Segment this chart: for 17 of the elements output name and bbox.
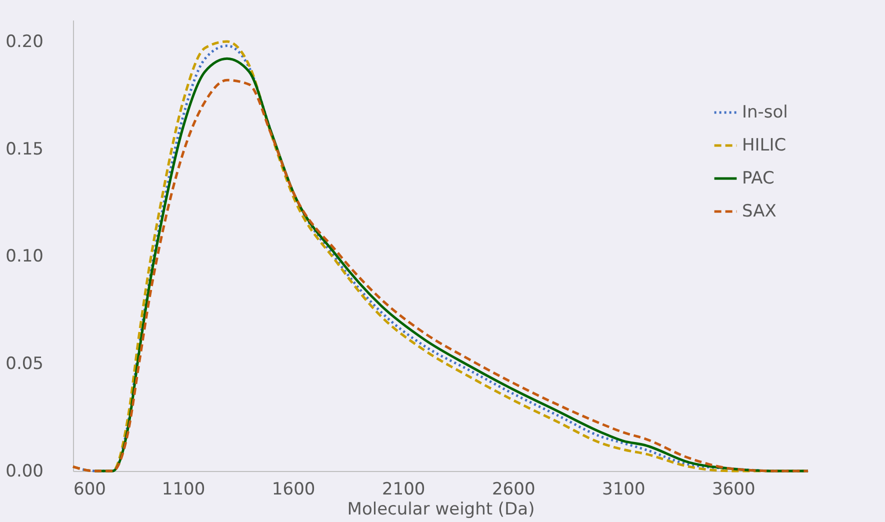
y-tick-label: 0.05: [6, 354, 44, 374]
legend-label: In-sol: [742, 102, 788, 122]
x-tick-label: 1600: [272, 480, 316, 500]
x-tick-label: 2600: [492, 480, 536, 500]
legend-label: SAX: [742, 202, 777, 222]
x-tick-label: 1100: [162, 480, 206, 500]
legend-label: HILIC: [742, 136, 786, 156]
y-tick-label: 0.10: [6, 246, 44, 267]
y-tick-label: 0.00: [6, 462, 44, 482]
x-tick-label: 2100: [382, 480, 426, 500]
legend-label: PAC: [742, 168, 774, 188]
y-tick-label: 0.20: [6, 32, 44, 52]
x-tick-label: 600: [74, 480, 106, 500]
x-axis-title: Molecular weight (Da): [347, 500, 535, 520]
x-tick-label: 3600: [712, 480, 756, 500]
y-tick-label: 0.15: [6, 139, 44, 160]
x-tick-label: 3100: [602, 480, 646, 500]
